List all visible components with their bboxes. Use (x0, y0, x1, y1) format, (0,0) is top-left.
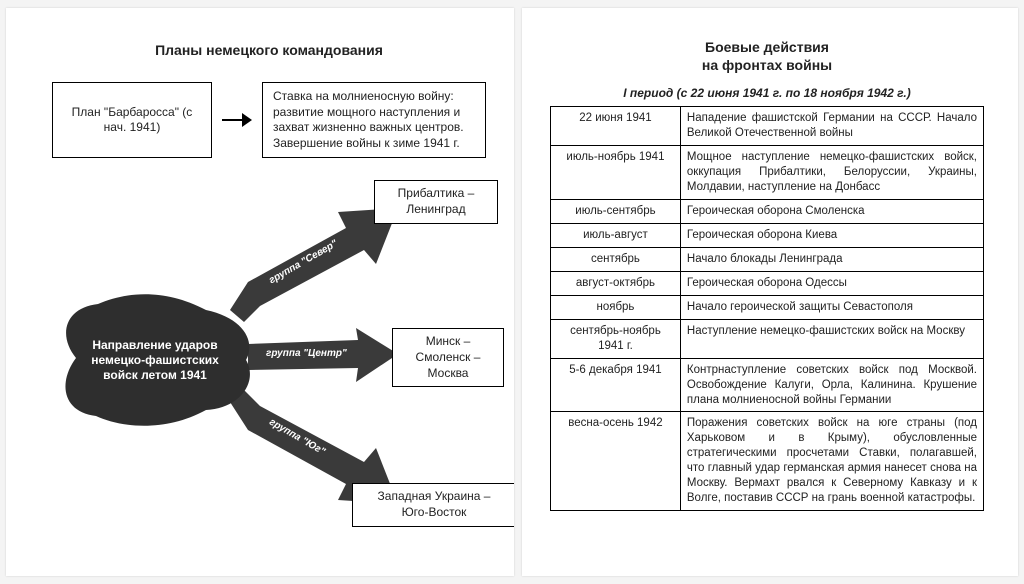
table-row: июль-ноябрь 1941Мощное наступление немец… (551, 146, 984, 200)
event-desc: Контрнаступление советских войск под Мос… (680, 358, 983, 412)
event-date: сентябрь-ноябрь 1941 г. (551, 319, 681, 358)
table-row: 22 июня 1941Нападение фашистской Германи… (551, 107, 984, 146)
event-desc: Героическая оборона Одессы (680, 271, 983, 295)
event-date: 5-6 декабря 1941 (551, 358, 681, 412)
table-row: 5-6 декабря 1941Контрнаступление советск… (551, 358, 984, 412)
event-date: ноябрь (551, 295, 681, 319)
blob-text: Направление ударов немецко-фашистских во… (56, 290, 254, 430)
event-desc: Героическая оборона Смоленска (680, 200, 983, 224)
left-title: Планы немецкого командования (52, 42, 486, 58)
period-line: I период (с 22 июня 1941 г. по 18 ноября… (550, 86, 984, 100)
table-row: сентябрь-ноябрь 1941 г.Наступление немец… (551, 319, 984, 358)
attack-directions-diagram: группа "Север" группа "Центр" группа "Юг… (52, 178, 486, 518)
period-prefix: I период (623, 86, 673, 100)
attack-source-blob: Направление ударов немецко-фашистских во… (56, 290, 254, 430)
right-title-line2: на фронтах войны (702, 57, 832, 73)
table-row: июль-сентябрьГероическая оборона Смоленс… (551, 200, 984, 224)
arrow-north-icon (230, 206, 400, 326)
event-desc: Наступление немецко-фашистских войск на … (680, 319, 983, 358)
target-center-box: Минск – Смоленск – Москва (392, 328, 504, 387)
event-date: сентябрь (551, 247, 681, 271)
event-date: июль-ноябрь 1941 (551, 146, 681, 200)
plan-description-box: Ставка на молниеносную войну: развитие м… (262, 82, 486, 158)
table-row: сентябрьНачало блокады Ленинграда (551, 247, 984, 271)
event-desc: Мощное наступление немецко-фашистских во… (680, 146, 983, 200)
left-page: Планы немецкого командования План "Барба… (6, 8, 514, 576)
events-table: 22 июня 1941Нападение фашистской Германи… (550, 106, 984, 511)
event-date: июль-август (551, 224, 681, 248)
top-row: План "Барбаросса" (с нач. 1941) Ставка н… (52, 82, 486, 158)
table-row: ноябрьНачало героической защиты Севастоп… (551, 295, 984, 319)
event-desc: Начало блокады Ленинграда (680, 247, 983, 271)
event-desc: Начало героической защиты Севастополя (680, 295, 983, 319)
event-date: июль-сентябрь (551, 200, 681, 224)
group-center-label: группа "Центр" (266, 348, 347, 359)
event-date: весна-осень 1942 (551, 412, 681, 511)
target-north-box: Прибалтика – Ленинград (374, 180, 498, 223)
right-page: Боевые действия на фронтах войны I перио… (522, 8, 1018, 576)
event-desc: Поражения советских войск на юге страны … (680, 412, 983, 511)
period-dates: (с 22 июня 1941 г. по 18 ноября 1942 г.) (677, 86, 911, 100)
arrow-right-icon (222, 113, 252, 127)
event-date: 22 июня 1941 (551, 107, 681, 146)
table-row: весна-осень 1942Поражения советских войс… (551, 412, 984, 511)
right-title: Боевые действия на фронтах войны (550, 38, 984, 74)
plan-barbarossa-box: План "Барбаросса" (с нач. 1941) (52, 82, 212, 158)
right-title-line1: Боевые действия (705, 39, 829, 55)
event-desc: Нападение фашистской Германии на СССР. Н… (680, 107, 983, 146)
table-row: август-октябрьГероическая оборона Одессы (551, 271, 984, 295)
table-row: июль-августГероическая оборона Киева (551, 224, 984, 248)
event-date: август-октябрь (551, 271, 681, 295)
event-desc: Героическая оборона Киева (680, 224, 983, 248)
target-south-box: Западная Украина – Юго-Восток (352, 483, 514, 526)
